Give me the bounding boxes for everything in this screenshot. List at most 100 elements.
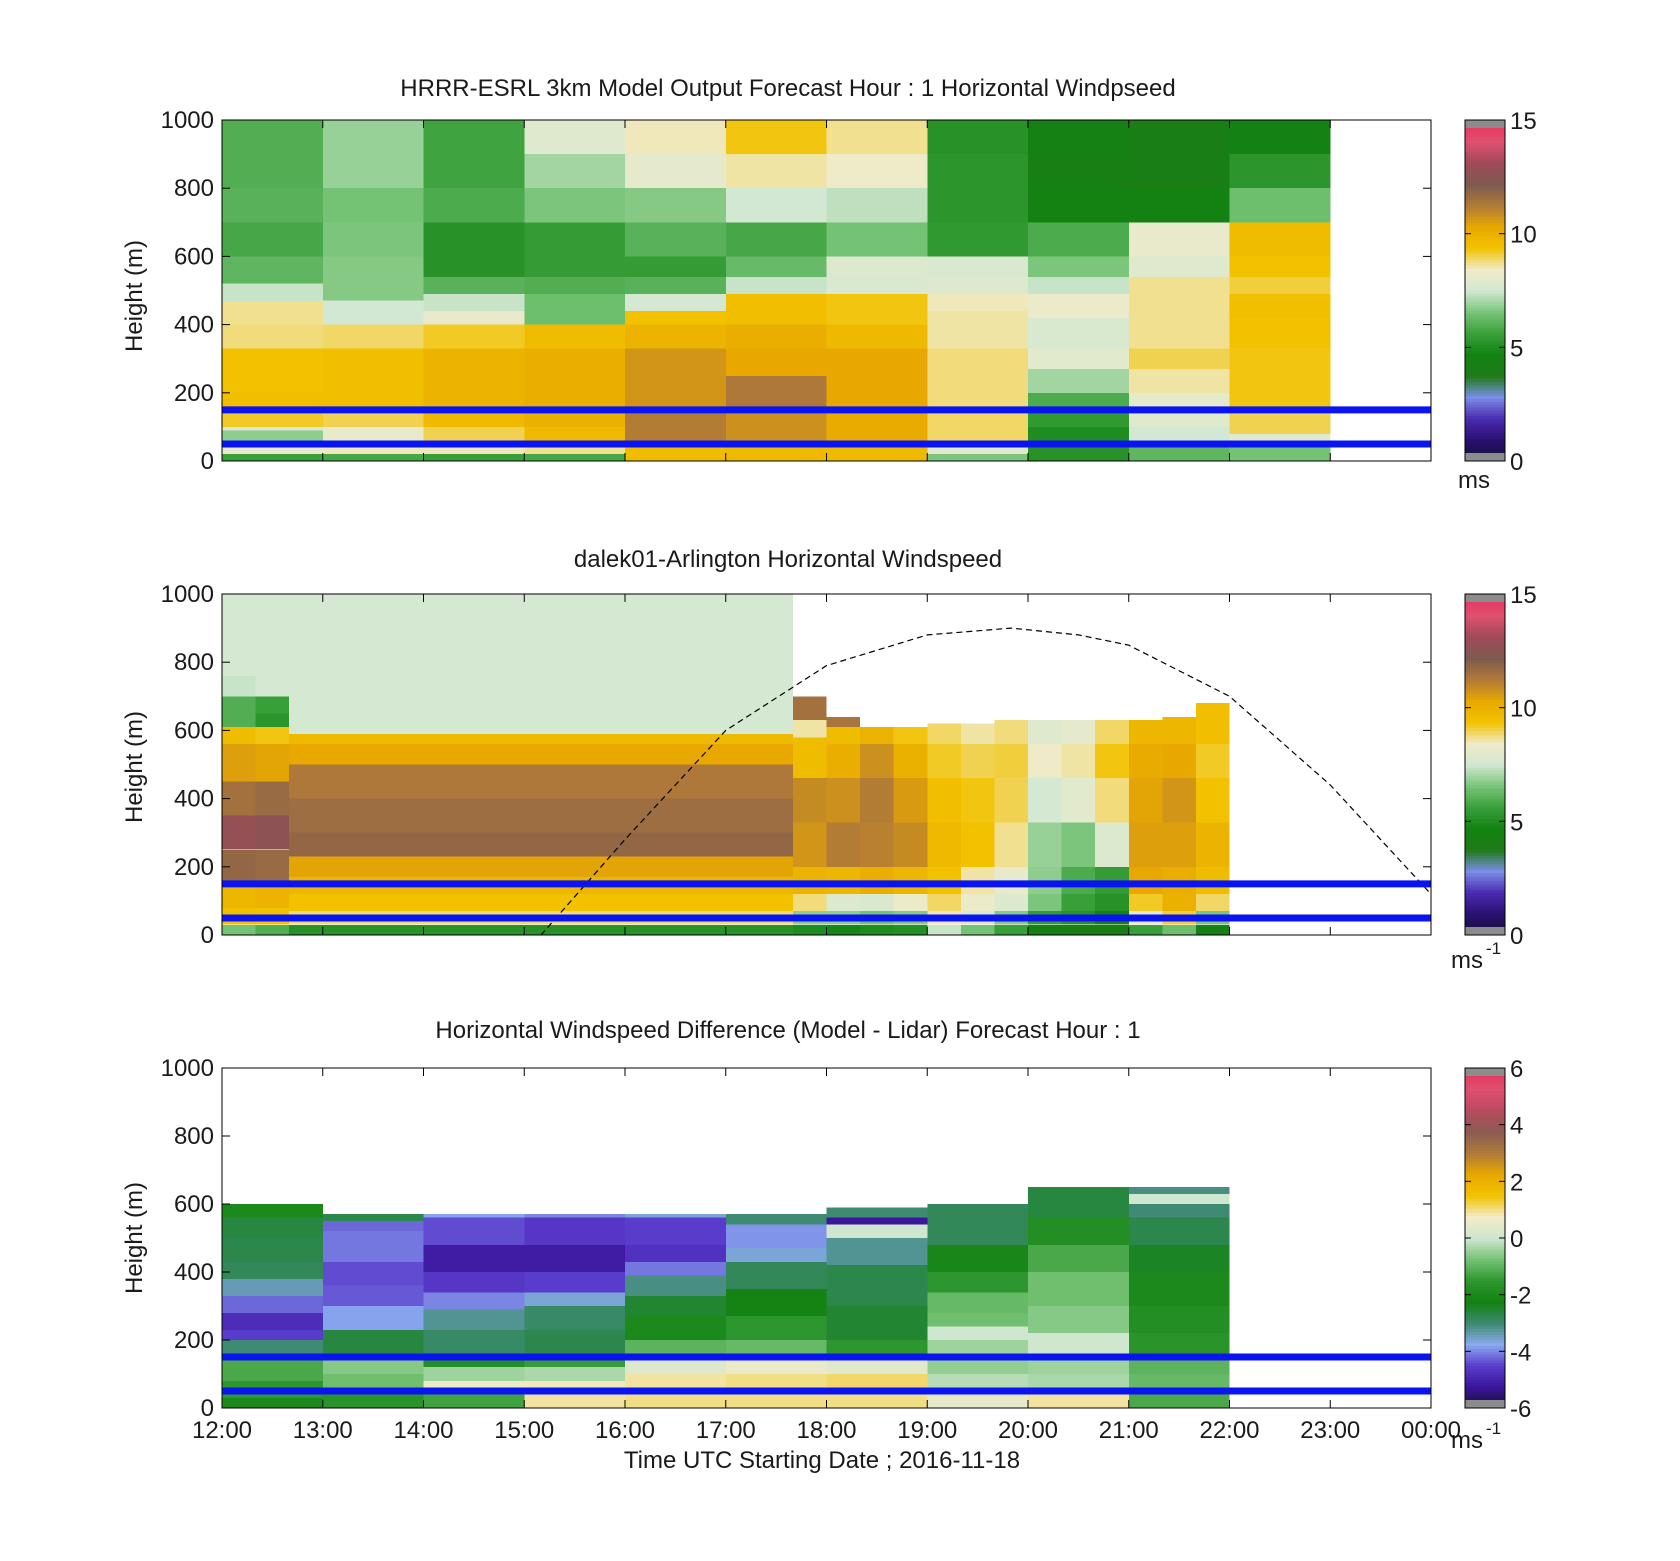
heatmap-cell xyxy=(524,1244,626,1272)
heatmap-cell xyxy=(1128,348,1230,369)
colorbar-segment xyxy=(1465,869,1505,873)
colorbar-segment xyxy=(1465,829,1505,834)
colorbar-segment xyxy=(1465,1328,1505,1333)
heatmap-cell xyxy=(625,1295,726,1317)
colorbar-segment xyxy=(1465,699,1505,703)
heatmap-cell xyxy=(994,744,1028,779)
colorbar-segment xyxy=(1465,242,1505,246)
colorbar-segment xyxy=(1465,1175,1505,1180)
colorbar-segment xyxy=(1465,162,1505,166)
colorbar-segment xyxy=(1465,216,1505,220)
colorbar-segment xyxy=(1465,1240,1505,1245)
colorbar-segment xyxy=(1465,443,1505,448)
heatmap-cell xyxy=(725,1357,827,1374)
colorbar-tick-label: 0 xyxy=(1510,449,1523,476)
y-axis-label: Height (m) xyxy=(121,711,148,823)
colorbar-tick-label: -6 xyxy=(1510,1396,1531,1423)
heatmap-cell xyxy=(1028,317,1129,349)
heatmap-cell xyxy=(826,409,928,441)
colorbar-segment xyxy=(1465,222,1505,226)
colorbar-segment xyxy=(1465,233,1505,238)
colorbar-segment xyxy=(1465,1124,1505,1129)
colorbar-segment xyxy=(1465,838,1505,842)
heatmap-cell xyxy=(725,1289,827,1317)
colorbar-segment xyxy=(1465,1158,1505,1163)
heatmap-cell xyxy=(423,276,525,294)
colorbar-segment xyxy=(1465,1184,1505,1188)
heatmap-cell xyxy=(322,1231,424,1262)
colorbar-cap xyxy=(1465,453,1505,461)
heatmap-cell xyxy=(725,256,827,277)
colorbar-tick-label: 2 xyxy=(1510,1169,1523,1196)
heatmap-cell xyxy=(524,1217,626,1245)
colorbar-segment xyxy=(1465,1396,1505,1401)
heatmap-cell xyxy=(524,324,626,349)
colorbar-segment xyxy=(1465,1277,1505,1282)
heatmap-cell xyxy=(222,1295,323,1313)
colorbar-segment xyxy=(1465,341,1505,345)
colorbar-segment xyxy=(1465,613,1505,618)
heatmap-cell xyxy=(994,778,1028,823)
heatmap-cell xyxy=(625,154,726,189)
heatmap-cell xyxy=(1229,293,1331,318)
heatmap-cell xyxy=(860,727,894,744)
colorbar-segment xyxy=(1465,1357,1505,1361)
heatmap-cell xyxy=(927,256,1029,277)
heatmap-cell xyxy=(826,716,861,727)
colorbar-segment xyxy=(1465,662,1505,666)
heatmap-cell xyxy=(423,1244,525,1272)
heatmap-cell xyxy=(423,120,525,189)
heatmap-cell xyxy=(289,764,793,799)
heatmap-cell xyxy=(927,1244,1029,1272)
heatmap-cell xyxy=(222,1312,323,1330)
heatmap-cell xyxy=(1061,720,1096,745)
colorbar-segment xyxy=(1465,301,1505,306)
heatmap-cell xyxy=(1061,894,1096,912)
colorbar-segment xyxy=(1465,628,1505,632)
colorbar-segment xyxy=(1465,1337,1505,1341)
colorbar-segment xyxy=(1465,1379,1505,1384)
heatmap-cell xyxy=(927,348,1029,410)
heatmap-cell xyxy=(423,1329,525,1357)
colorbar-segment xyxy=(1465,781,1505,785)
colorbar-segment xyxy=(1465,256,1505,260)
x-tick-label: 16:00 xyxy=(595,1417,655,1444)
colorbar-segment xyxy=(1465,900,1505,905)
colorbar-segment xyxy=(1465,154,1505,158)
colorbar-segment xyxy=(1465,909,1505,913)
heatmap-cell xyxy=(826,1306,928,1340)
heatmap-cell xyxy=(1028,188,1129,223)
heatmap-cell xyxy=(927,924,961,935)
colorbar-segment xyxy=(1465,1153,1505,1157)
heatmap-cell xyxy=(1061,778,1096,823)
heatmap-cell xyxy=(927,154,1029,189)
lidar-windspeed-panel: 0 200 400 600 800 1000 0 5 10 15 dalek01-Arlington… xyxy=(121,546,1537,974)
colorbar-segment xyxy=(1465,645,1505,649)
colorbar-segment xyxy=(1465,264,1505,269)
colorbar-segment xyxy=(1465,1104,1505,1109)
colorbar-segment xyxy=(1465,165,1505,169)
colorbar-segment xyxy=(1465,918,1505,922)
heatmap-cell xyxy=(1128,720,1163,745)
heatmap-cell xyxy=(524,1214,626,1218)
heatmap-cell xyxy=(1229,154,1331,189)
heatmap-cell xyxy=(893,894,928,912)
heatmap-cell xyxy=(826,894,861,912)
heatmap-cell xyxy=(1128,120,1230,155)
heatmap-cell xyxy=(1061,744,1096,779)
colorbar-segment xyxy=(1465,1212,1505,1216)
colorbar-tick-label: 0 xyxy=(1510,923,1523,950)
heatmap-cell xyxy=(927,1292,1029,1313)
heatmap-cell xyxy=(725,154,827,189)
heatmap-cell xyxy=(1028,120,1129,155)
colorbar-segment xyxy=(1465,1286,1505,1290)
colorbar-segment xyxy=(1465,764,1505,768)
colorbar-segment xyxy=(1465,1195,1505,1199)
colorbar-segment xyxy=(1465,1187,1505,1191)
heatmap-cell xyxy=(927,1204,1029,1245)
colorbar-segment xyxy=(1465,1206,1505,1211)
heatmap-cell xyxy=(625,324,726,349)
heatmap-cell xyxy=(1195,703,1230,744)
heatmap-cell xyxy=(322,120,424,189)
colorbar-segment xyxy=(1465,1306,1505,1310)
